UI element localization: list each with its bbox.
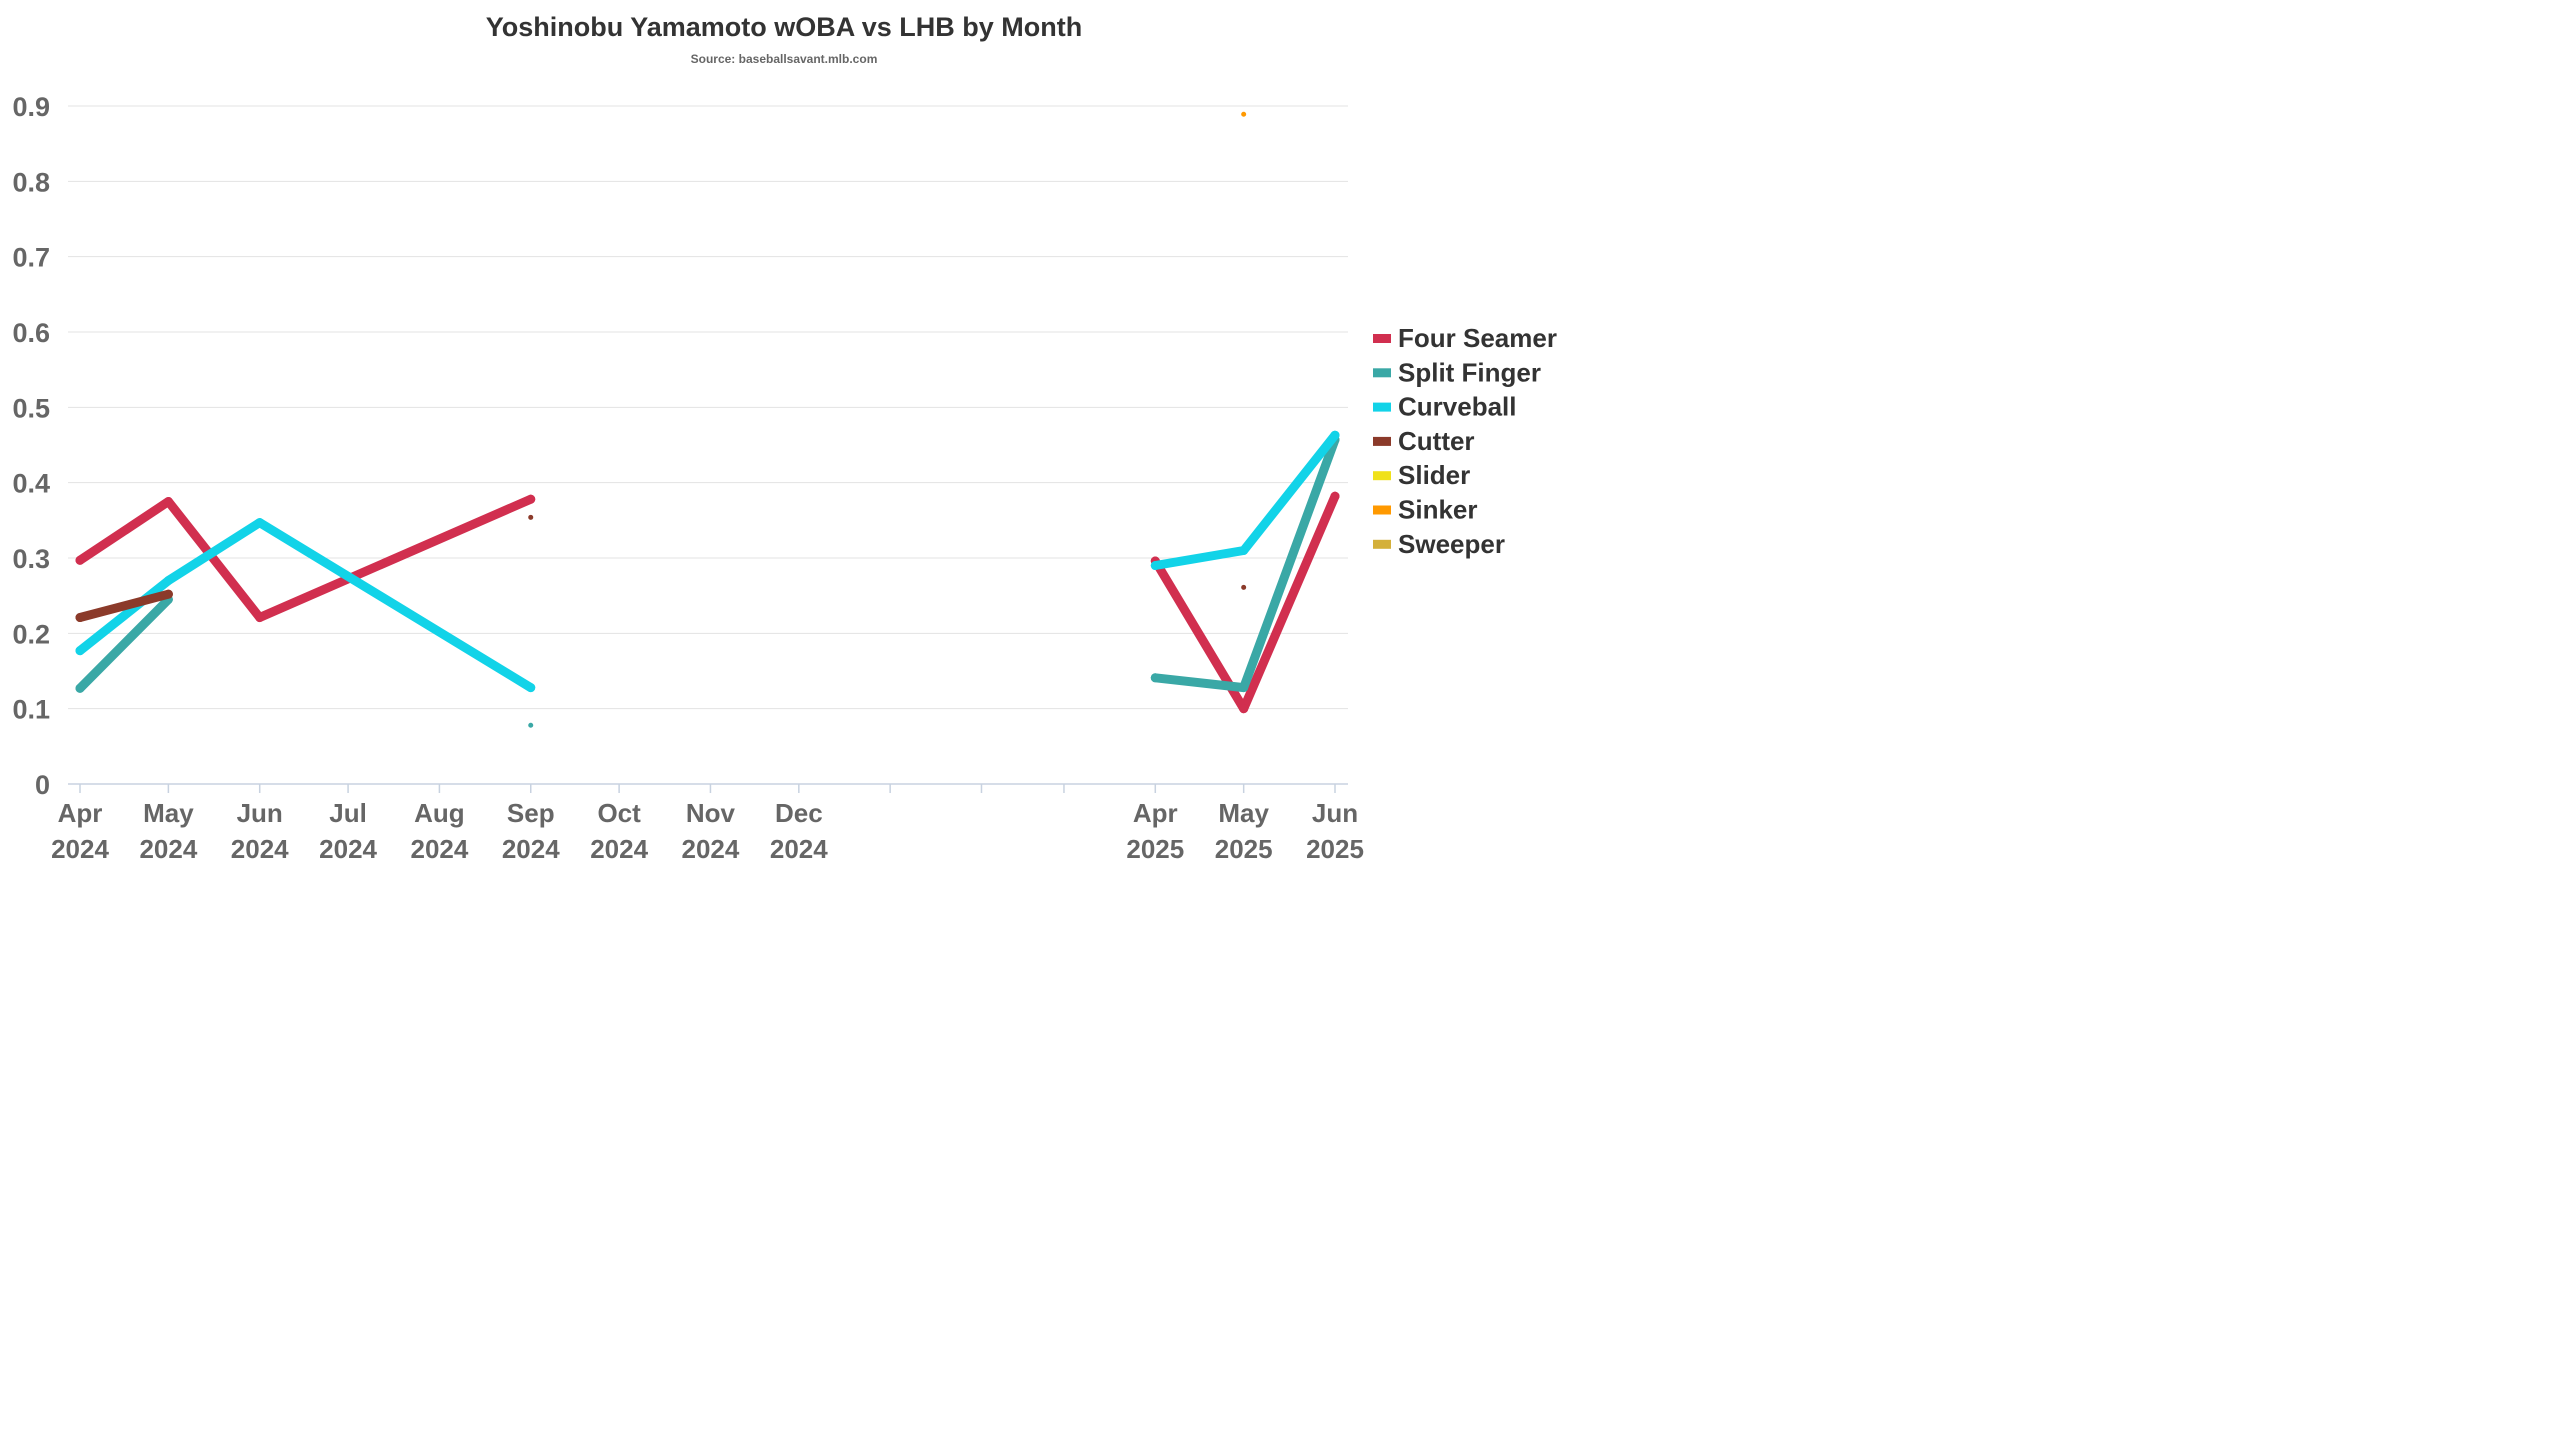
x-tick-label-month: Jul — [329, 798, 367, 828]
x-tick-label-month: May — [143, 798, 194, 828]
x-tick-label-year: 2025 — [1215, 834, 1273, 864]
curveball-point — [526, 683, 536, 693]
chart-title: Yoshinobu Yamamoto wOBA vs LHB by Month — [486, 12, 1083, 42]
curveball-point — [255, 518, 265, 528]
x-tick-label-month: Nov — [686, 798, 736, 828]
legend-label-slider: Slider — [1398, 460, 1470, 490]
legend-swatch-cutter — [1373, 436, 1391, 446]
four-seamer-point — [1330, 491, 1340, 501]
four-seamer-point — [255, 613, 265, 623]
cutter-line — [75, 589, 173, 622]
y-tick-label: 0.8 — [12, 167, 50, 197]
y-tick-label: 0.9 — [12, 92, 50, 122]
curveball-point — [1239, 545, 1249, 555]
x-tick-label-month: Jun — [237, 798, 283, 828]
y-tick-label: 0.7 — [12, 243, 50, 273]
series-four-seamer — [75, 491, 1340, 714]
y-tick-label: 0.3 — [12, 544, 50, 574]
legend-swatch-curveball — [1373, 402, 1391, 412]
x-tick-label-year: 2024 — [51, 834, 109, 864]
series-curveball — [75, 430, 1340, 693]
x-tick-label-month: Dec — [775, 798, 823, 828]
gridlines — [68, 105, 1348, 710]
cutter-point — [1241, 584, 1247, 590]
legend-swatch-sinker — [1373, 505, 1391, 515]
x-tick-label-month: May — [1218, 798, 1269, 828]
four-seamer-point — [75, 555, 85, 565]
cutter-point — [75, 613, 85, 623]
y-tick-label: 0.1 — [12, 695, 50, 725]
legend-label-curveball: Curveball — [1398, 392, 1517, 422]
curveball-line — [75, 518, 536, 693]
legend-swatch-split-finger — [1373, 368, 1391, 378]
y-tick-label: 0.2 — [12, 619, 50, 649]
four-seamer-point — [1239, 704, 1249, 714]
x-tick-label-year: 2024 — [410, 834, 468, 864]
curveball-point — [1150, 561, 1160, 571]
x-axis: Apr 2024 May 2024 Jun 2024 Jul 2024 Aug 2024 Sep 20… — [51, 783, 1364, 864]
y-tick-label: 0.5 — [12, 393, 50, 423]
x-tick-label-month: Sep — [507, 798, 555, 828]
series-cutter — [75, 514, 1247, 623]
series-split-finger — [75, 435, 1340, 728]
x-tick-label-year: 2024 — [682, 834, 740, 864]
x-tick-label-year: 2024 — [590, 834, 648, 864]
x-tick-label-year: 2025 — [1306, 834, 1364, 864]
chart-subtitle: Source: baseballsavant.mlb.com — [691, 52, 878, 66]
split-finger-point — [528, 722, 534, 728]
cutter-point — [163, 589, 173, 599]
legend-label-cutter: Cutter — [1398, 426, 1475, 456]
four-seamer-point — [526, 494, 536, 504]
chart: Yoshinobu Yamamoto wOBA vs LHB by Month … — [12, 12, 1557, 864]
legend-swatch-sweeper — [1373, 539, 1391, 549]
four-seamer-point — [163, 497, 173, 506]
x-tick-label-month: Aug — [414, 798, 465, 828]
x-tick-label-month: Apr — [58, 798, 103, 828]
split-finger-point — [1239, 683, 1249, 693]
sinker-point — [1241, 111, 1247, 117]
series-layer — [75, 111, 1340, 728]
x-tick-label-year: 2024 — [319, 834, 377, 864]
x-tick-label-year: 2025 — [1126, 834, 1184, 864]
x-tick-label-month: Oct — [597, 798, 641, 828]
legend-label-sinker: Sinker — [1398, 495, 1478, 525]
legend-label-split-finger: Split Finger — [1398, 357, 1541, 387]
legend-swatch-four-seamer — [1373, 334, 1391, 343]
split-finger-line — [75, 594, 173, 693]
legend-swatch-slider — [1373, 471, 1391, 481]
series-sinker — [1241, 111, 1247, 117]
y-tick-label: 0.4 — [12, 469, 50, 499]
y-axis: 0 0.1 0.2 0.3 0.4 0.5 0.6 0.7 0.8 0.9 — [12, 92, 50, 800]
split-finger-point — [75, 683, 85, 693]
y-tick-label: 0.6 — [12, 318, 50, 348]
x-tick-label-year: 2024 — [139, 834, 197, 864]
curveball-point — [1330, 430, 1340, 440]
x-tick-label-year: 2024 — [502, 834, 560, 864]
y-tick-label: 0 — [35, 770, 50, 800]
cutter-point — [528, 514, 534, 520]
four-seamer-line — [75, 494, 536, 622]
curveball-point — [163, 576, 173, 586]
legend-label-four-seamer: Four Seamer — [1398, 323, 1557, 353]
x-tick-label-year: 2024 — [770, 834, 828, 864]
legend-label-sweeper: Sweeper — [1398, 529, 1505, 559]
x-tick-label-month: Jun — [1312, 798, 1358, 828]
curveball-point — [75, 646, 85, 656]
x-tick-label-month: Apr — [1133, 798, 1178, 828]
x-tick-label-year: 2024 — [231, 834, 289, 864]
split-finger-point — [1150, 673, 1160, 683]
legend: Four Seamer Split Finger Curveball Cutter Sl… — [1373, 323, 1557, 559]
